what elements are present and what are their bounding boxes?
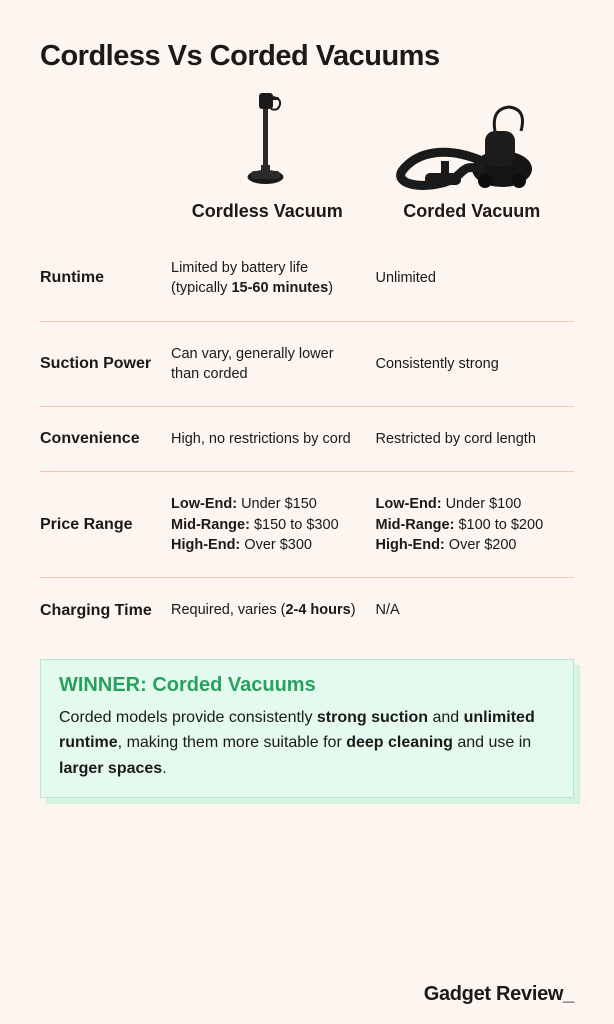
column-header-corded: Corded Vacuum — [370, 201, 575, 222]
cell-cordless: Limited by battery life (typically 15-60… — [165, 258, 370, 299]
winner-text: Corded models provide consistently stron… — [59, 705, 555, 782]
table-row: ConvenienceHigh, no restrictions by cord… — [40, 406, 574, 471]
cell-corded: Restricted by cord length — [370, 429, 575, 449]
table-row: RuntimeLimited by battery life (typicall… — [40, 236, 574, 321]
brand-cursor: _ — [563, 983, 574, 1005]
cell-cordless: Low-End: Under $150Mid-Range: $150 to $3… — [165, 494, 370, 555]
page-title: Cordless Vs Corded Vacuums — [40, 40, 574, 73]
winner-callout: WINNER: Corded Vacuums Corded models pro… — [40, 659, 574, 799]
cell-corded: Unlimited — [370, 268, 575, 288]
cell-cordless: Can vary, generally lower than corded — [165, 344, 370, 385]
product-images-row — [40, 91, 574, 191]
table-row: Suction PowerCan vary, generally lower t… — [40, 321, 574, 407]
brand-name: Gadget Review — [424, 983, 563, 1005]
row-label: Runtime — [40, 268, 165, 288]
row-label: Convenience — [40, 429, 165, 449]
column-header-cordless: Cordless Vacuum — [165, 201, 370, 222]
corded-canister-vacuum-icon — [387, 91, 557, 191]
table-row: Price RangeLow-End: Under $150Mid-Range:… — [40, 471, 574, 577]
column-headers: Cordless Vacuum Corded Vacuum — [40, 201, 574, 222]
winner-title: WINNER: Corded Vacuums — [59, 674, 555, 697]
brand-footer: Gadget Review_ — [424, 983, 574, 1006]
cell-corded: Consistently strong — [370, 354, 575, 374]
cordless-vacuum-image — [165, 91, 370, 191]
cell-cordless: Required, varies (2-4 hours) — [165, 600, 370, 620]
cell-corded: Low-End: Under $100Mid-Range: $100 to $2… — [370, 494, 575, 555]
table-row: Charging TimeRequired, varies (2-4 hours… — [40, 577, 574, 642]
cell-cordless: High, no restrictions by cord — [165, 429, 370, 449]
row-label: Price Range — [40, 515, 165, 535]
comparison-table: RuntimeLimited by battery life (typicall… — [40, 236, 574, 643]
cordless-stick-vacuum-icon — [237, 91, 297, 191]
row-label: Charging Time — [40, 601, 165, 621]
row-label: Suction Power — [40, 354, 165, 374]
winner-box: WINNER: Corded Vacuums Corded models pro… — [40, 659, 574, 799]
cell-corded: N/A — [370, 600, 575, 620]
corded-vacuum-image — [370, 91, 575, 191]
